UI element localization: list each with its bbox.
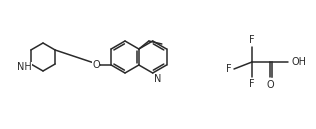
Text: F: F — [249, 79, 255, 89]
Text: F: F — [249, 35, 255, 45]
Text: N: N — [154, 74, 161, 84]
Text: F: F — [226, 64, 232, 74]
Text: O: O — [266, 80, 274, 90]
Text: NH: NH — [17, 62, 32, 72]
Text: OH: OH — [291, 57, 306, 67]
Text: O: O — [92, 60, 100, 70]
